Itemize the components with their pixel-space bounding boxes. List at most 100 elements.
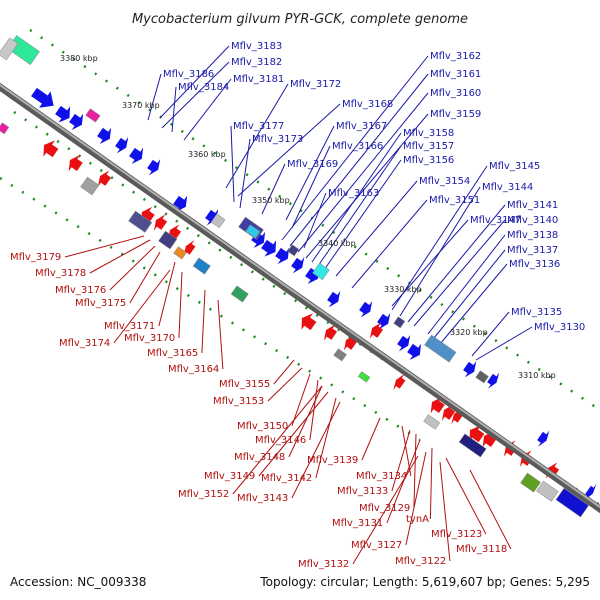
gene-label: Mflv_3146 [255,435,306,446]
forward-gene-arrow [129,147,144,164]
gene-domain-block [230,285,249,303]
gene-label: Mflv_3152 [178,489,229,500]
reverse-gene-arrow [393,373,406,391]
kbp-tick-label: 3310 kbp [518,371,556,380]
gene-label: Mflv_3129 [359,503,410,514]
gene-labels: Mflv_3183 Mflv_3186 Mflv_3182 Mflv_3184 Mflv… [10,41,585,570]
gene-label: tynA [406,514,429,525]
forward-gene-arrow [147,158,161,176]
forward-gene-arrow [537,430,550,447]
forward-gene-arrow [291,256,305,274]
gene-domain-block [312,262,330,281]
gene-leader-line [225,83,289,189]
reverse-gene-arrow [301,313,317,331]
forward-gene-arrow [55,105,71,123]
kbp-tick-label: 3330 kbp [384,285,422,294]
gene-domain-block [475,370,489,384]
forward-gene-arrow [205,208,219,226]
gene-leader-line [439,461,451,562]
gene-label: Mflv_3175 [75,298,126,309]
gene-label: Mflv_3174 [59,338,110,349]
gene-leader-line [281,55,429,241]
gene-label: Mflv_3182 [231,57,282,68]
gene-label: Mflv_3132 [298,559,349,570]
gene-label: Mflv_3147 [470,215,521,226]
gene-domain-block [85,108,101,123]
genome-backbone [0,82,600,514]
gene-label: Mflv_3171 [104,321,155,332]
forward-gene-arrow [261,239,277,257]
gene-leader-line [305,113,429,259]
gene-label: Mflv_3168 [342,99,393,110]
forward-gene-arrow [377,312,391,330]
map-title: Mycobacterium gilvum PYR-GCK, complete g… [132,12,468,27]
forward-gene-arrow [397,334,411,352]
gene-label: Mflv_3142 [261,473,312,484]
reverse-gene-arrow [43,140,59,158]
gene-leader-line [405,451,427,546]
forward-gene-arrow [584,483,597,501]
gene-leader-line [351,199,428,289]
gene-leader-line [407,204,506,323]
forward-gene-arrow [407,343,422,360]
gene-label: Mflv_3149 [204,471,255,482]
reverse-gene-arrow [369,322,384,339]
kbp-tick-label: 3320 kbp [450,328,488,337]
gene-leader-line [445,457,487,535]
gene-label: Mflv_3179 [10,252,61,263]
gene-leader-line [309,379,319,441]
gene-label: Mflv_3153 [213,396,264,407]
gene-domain-block [424,334,457,363]
gene-label: Mflv_3138 [507,230,558,241]
gene-leader-line [273,359,295,385]
gene-domain-block [158,230,178,250]
gene-label: Mflv_3173 [252,134,303,145]
gene-leader-line [297,92,429,253]
reverse-gene-arrow [153,214,168,231]
gene-label: Mflv_3158 [403,128,454,139]
gene-domain-block [458,433,487,458]
forward-gene-arrow [463,360,477,378]
gene-label: Mflv_3148 [234,452,285,463]
gene-label: Mflv_3162 [430,51,481,62]
forward-gene-arrow [69,113,84,130]
gene-leader-line [147,73,162,121]
gene-leader-line [237,103,341,197]
gene-domain-block [0,122,10,135]
gene-label: Mflv_3177 [233,121,284,132]
gene-leader-line [429,447,433,520]
forward-gene-arrow [115,136,129,154]
gene-domain-block [192,257,211,275]
gene-leader-line [439,263,508,345]
gene-label: Mflv_3140 [507,215,558,226]
gene-leader-line [391,165,488,311]
forward-gene-arrow [275,247,290,264]
gene-leader-line [291,373,311,427]
forward-gene-arrow [327,290,341,308]
gene-label: Mflv_3154 [419,176,470,187]
forward-gene-arrow [173,195,188,212]
gene-domain-block [393,316,406,329]
gene-domain-block [423,414,441,430]
gene-label: Mflv_3143 [237,493,288,504]
gene-leader-line [413,219,506,327]
gene-label: Mflv_3167 [336,121,387,132]
gene-leader-line [352,455,419,565]
gene-label: Mflv_3186 [163,69,214,80]
gene-label: Mflv_3137 [507,245,558,256]
gene-leader-line [323,159,402,271]
gene-leader-line [178,271,183,339]
gene-domain-block [210,213,226,229]
forward-gene-arrow [359,300,373,318]
gene-leader-line [113,269,171,344]
gene-leader-line [386,439,421,524]
gene-label: Mflv_3151 [429,195,480,206]
gene-domain-block [357,371,371,383]
gene-leader-line [129,251,161,304]
gene-leader-line [469,469,512,550]
gene-label: Mflv_3166 [332,141,383,152]
gene-leader-line [217,299,224,370]
gene-leader-line [361,417,381,461]
reverse-gene-arrow [451,407,464,425]
